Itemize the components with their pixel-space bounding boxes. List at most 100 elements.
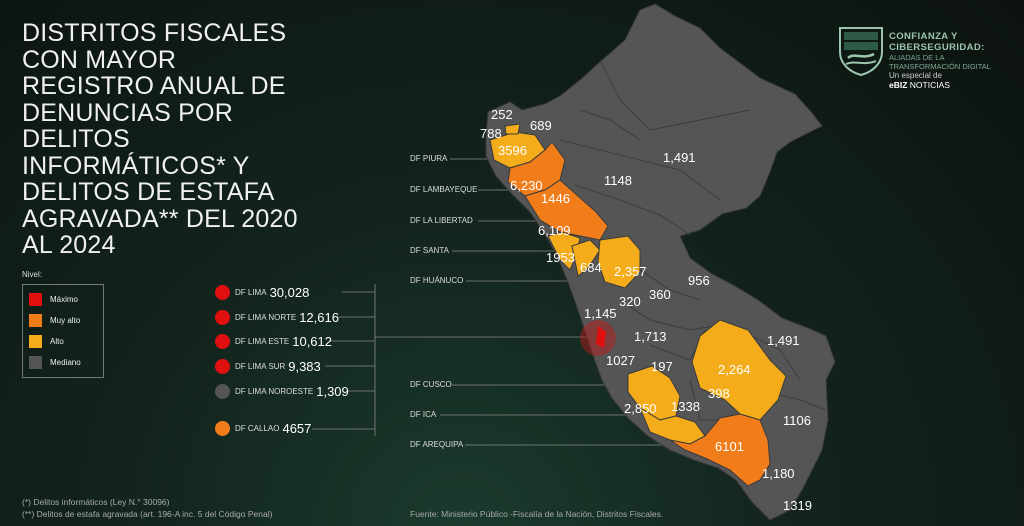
lima-row-df-lima-noroeste: DF LIMA NOROESTE 1,309 [215, 384, 349, 399]
legend-item-maximo: Máximo [29, 289, 97, 310]
label-df-la-libertad: DF LA LIBERTAD [410, 216, 473, 225]
region-lambayeque [507, 141, 566, 197]
region-cusco [691, 319, 787, 421]
value-label: 6,230 [510, 178, 543, 193]
brand-title-1: CONFIANZA Y [889, 31, 958, 42]
legend-swatch [29, 335, 42, 348]
value-label: 1,145 [584, 306, 617, 321]
value-label: 1106 [783, 413, 811, 428]
region-lima [596, 326, 606, 348]
value-label: 197 [651, 359, 673, 374]
value-label: 2,357 [614, 264, 647, 279]
region-tumbes-alto [504, 123, 521, 135]
brand-sub-2: TRANSFORMACIÓN DIGITAL [889, 62, 991, 71]
label-df-ica: DF ICA [410, 410, 437, 419]
legend-swatch [29, 314, 42, 327]
lima-row-df-lima: DF LIMA 30,028 [215, 285, 309, 300]
value-label: 6101 [715, 439, 744, 454]
legend-title: Nivel: [22, 270, 43, 279]
level-dot [215, 334, 230, 349]
value-label: 1338 [671, 399, 700, 414]
lima-row-df-callao: DF CALLAO 4657 [215, 421, 311, 436]
label-df-huanuco: DF HUÁNUCO [410, 276, 464, 285]
ebiz-wordmark: eBIZ NOTICIAS [889, 80, 991, 90]
legend-label: Máximo [50, 295, 79, 304]
label-df-piura: DF PIURA [410, 154, 448, 163]
legend-swatch [29, 293, 42, 306]
level-dot [215, 384, 230, 399]
value-label: 252 [491, 107, 513, 122]
page-title: DISTRITOS FISCALES CON MAYOR REGISTRO AN… [22, 19, 298, 259]
lima-value: 10,612 [292, 334, 332, 349]
value-label: 1148 [604, 173, 632, 188]
value-label: 3596 [498, 143, 527, 158]
value-label: 6,109 [538, 223, 571, 238]
lima-row-df-lima-norte: DF LIMA NORTE 12,616 [215, 310, 339, 325]
source-note: Fuente: Ministerio Público -Fiscalía de … [410, 509, 664, 519]
lima-value: 12,616 [299, 310, 339, 325]
ebiz-suffix: NOTICIAS [907, 80, 950, 90]
legend-label: Alto [50, 337, 64, 346]
lima-value: 30,028 [269, 285, 310, 300]
footnote-1: (*) Delitos informáticos (Ley N.° 30096) [22, 497, 170, 507]
value-label: 1,180 [762, 466, 795, 481]
lima-row-df-lima-este: DF LIMA ESTE 10,612 [215, 334, 332, 349]
shield-logo-icon [839, 27, 883, 76]
value-label: 689 [530, 118, 552, 133]
value-label: 1,491 [767, 333, 800, 348]
lima-value: 4657 [282, 421, 312, 436]
value-label: 1,713 [634, 329, 667, 344]
label-df-santa: DF SANTA [410, 246, 449, 255]
value-label: 788 [480, 126, 502, 141]
level-dot [215, 285, 230, 300]
level-dot [215, 359, 230, 374]
legend: Nivel: Máximo Muy alto Alto Mediano [22, 270, 104, 378]
legend-item-mediano: Mediano [29, 352, 97, 373]
value-label: 1,491 [663, 150, 696, 165]
brand-block: CONFIANZA Y CIBERSEGURIDAD: ALIADAS DE L… [889, 31, 991, 90]
region-arequipa [669, 413, 771, 487]
lima-name: DF LIMA [235, 288, 267, 297]
value-label: 320 [619, 294, 641, 309]
legend-label: Muy alto [50, 316, 81, 325]
brand-sub-1: ALIADAS DE LA [889, 53, 945, 62]
region-la-libertad [524, 179, 609, 241]
legend-swatch [29, 356, 42, 369]
legend-box: Máximo Muy alto Alto Mediano [22, 284, 104, 378]
value-label: 1319 [783, 498, 812, 513]
legend-label: Mediano [50, 358, 81, 367]
legend-item-alto: Alto [29, 331, 97, 352]
label-df-arequipa: DF AREQUIPA [410, 440, 464, 449]
lima-value: 1,309 [316, 384, 349, 399]
ebiz-brand: eBIZ [889, 80, 908, 90]
value-label: 398 [708, 386, 730, 401]
value-label: 2,264 [718, 362, 751, 377]
value-label: 2,850 [624, 401, 657, 416]
level-dot [215, 421, 230, 436]
level-dot [215, 310, 230, 325]
value-label: 1027 [606, 353, 635, 368]
lima-value: 9,383 [288, 359, 321, 374]
lima-name: DF LIMA NOROESTE [235, 387, 314, 396]
lima-name: DF CALLAO [235, 424, 280, 433]
brand-sub-3: Un especial de [889, 71, 942, 80]
value-label: 360 [649, 287, 671, 302]
label-df-lambayeque: DF LAMBAYEQUE [410, 185, 478, 194]
value-label: 684 [580, 260, 602, 275]
value-label: 1446 [541, 191, 570, 206]
value-label: 1953 [546, 250, 575, 265]
lima-row-df-lima-sur: DF LIMA SUR 9,383 [215, 359, 321, 374]
legend-item-muy-alto: Muy alto [29, 310, 97, 331]
footnote-2: (**) Delitos de estafa agravada (art. 19… [22, 509, 273, 519]
region-huanuco [597, 235, 641, 289]
value-label: 956 [688, 273, 710, 288]
brand-title-2: CIBERSEGURIDAD: [889, 41, 985, 53]
lima-name: DF LIMA SUR [235, 362, 286, 371]
label-df-cusco: DF CUSCO [410, 380, 452, 389]
lima-name: DF LIMA NORTE [235, 313, 297, 322]
lima-name: DF LIMA ESTE [235, 337, 290, 346]
region-ancash [571, 239, 601, 277]
